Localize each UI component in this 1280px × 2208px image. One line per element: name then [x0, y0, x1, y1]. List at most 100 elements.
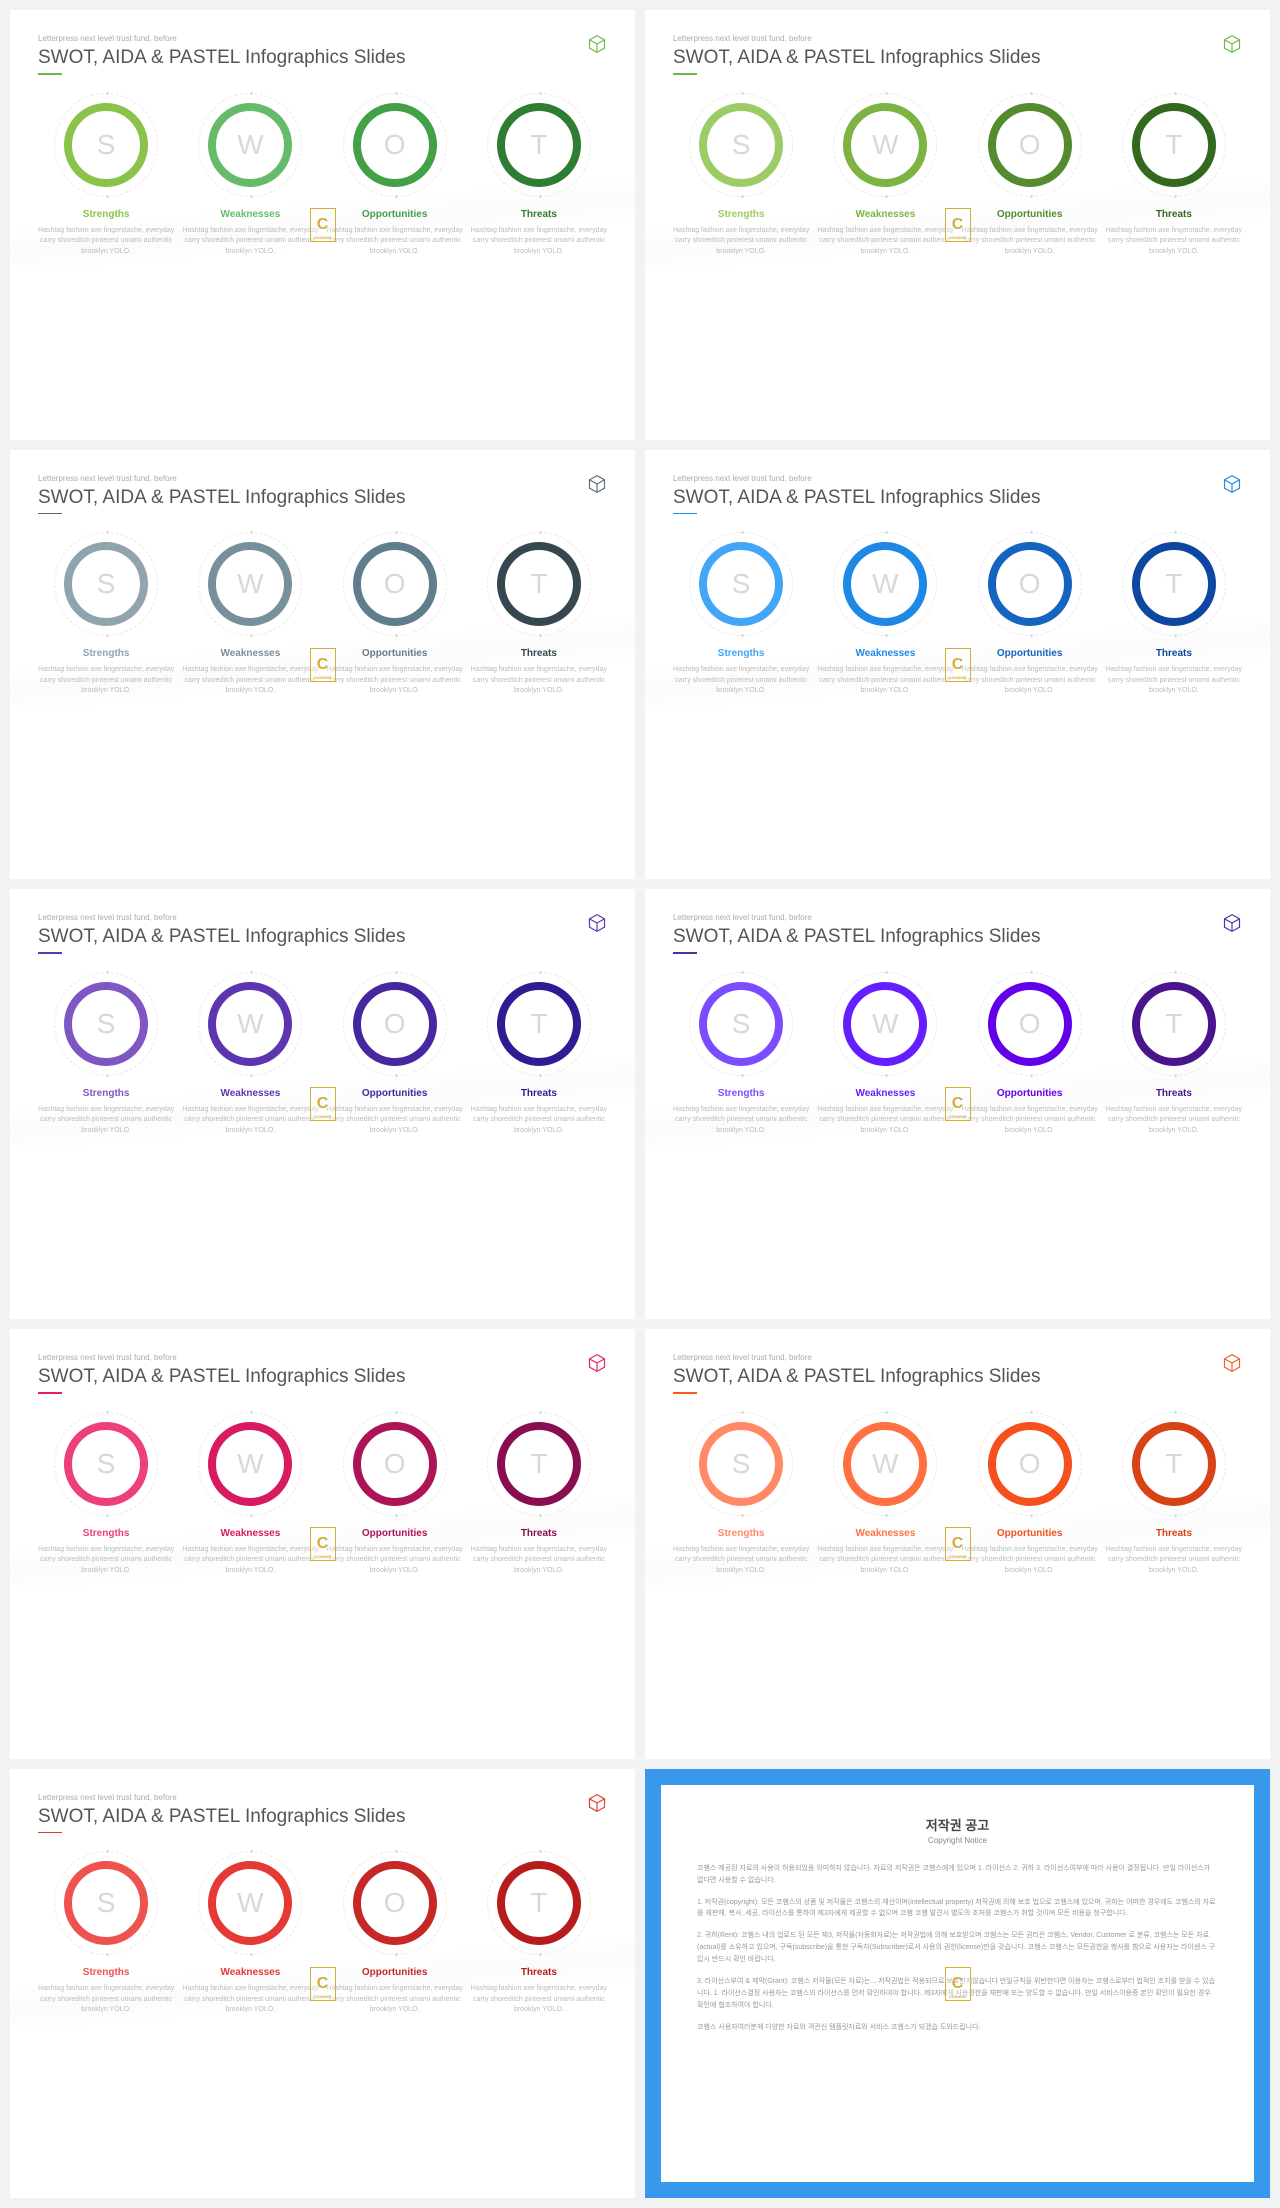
swot-label: Opportunities	[327, 648, 463, 659]
swot-item: T Threats Hashtag fashion axe fingerstac…	[1106, 99, 1242, 258]
swot-label: Strengths	[673, 209, 809, 220]
copyright-slide: 저작권 공고 Copyright Notice 코햄스 제공된 자료의 사용이 …	[645, 1769, 1270, 2199]
swot-desc: Hashtag fashion axe fingerstache, everyd…	[471, 1105, 607, 1137]
swot-item: S Strengths Hashtag fashion axe fingerst…	[38, 978, 174, 1137]
swot-desc: Hashtag fashion axe fingerstache, everyd…	[817, 226, 953, 258]
swot-letter: W	[872, 1008, 898, 1040]
swot-letter: S	[732, 129, 751, 161]
swot-item: W Weaknesses Hashtag fashion axe fingers…	[182, 978, 318, 1137]
ring-container: W	[204, 1857, 296, 1949]
swot-label: Weaknesses	[182, 1967, 318, 1978]
notice-paragraph: 코햄스 제공된 자료의 사용이 허용되었음 의미하지 않습니다. 자료의 저작권…	[697, 1863, 1218, 1887]
watermark: CCOHAMS	[945, 648, 971, 682]
ring-container: T	[493, 538, 585, 630]
swot-desc: Hashtag fashion axe fingerstache, everyd…	[182, 226, 318, 258]
ring-circle: O	[353, 982, 437, 1066]
swot-desc: Hashtag fashion axe fingerstache, everyd…	[817, 665, 953, 697]
notice-body: 코햄스 제공된 자료의 사용이 허용되었음 의미하지 않습니다. 자료의 저작권…	[697, 1863, 1218, 2034]
swot-slide: Letterpress next level trust fund, befor…	[645, 1329, 1270, 1759]
swot-letter: S	[97, 1008, 116, 1040]
ring-circle: W	[208, 103, 292, 187]
swot-desc: Hashtag fashion axe fingerstache, everyd…	[471, 226, 607, 258]
ring-circle: S	[64, 982, 148, 1066]
swot-letter: S	[97, 1448, 116, 1480]
swot-item: S Strengths Hashtag fashion axe fingerst…	[673, 1418, 809, 1577]
swot-desc: Hashtag fashion axe fingerstache, everyd…	[673, 1105, 809, 1137]
swot-label: Threats	[1106, 1528, 1242, 1539]
swot-item: O Opportunities Hashtag fashion axe fing…	[327, 1857, 463, 2016]
ring-circle: T	[497, 982, 581, 1066]
ring-container: O	[984, 538, 1076, 630]
swot-item: S Strengths Hashtag fashion axe fingerst…	[673, 978, 809, 1137]
slide-kicker: Letterpress next level trust fund, befor…	[38, 34, 607, 43]
swot-slide: Letterpress next level trust fund, befor…	[10, 889, 635, 1319]
swot-letter: O	[384, 1008, 406, 1040]
swot-item: T Threats Hashtag fashion axe fingerstac…	[471, 99, 607, 258]
swot-desc: Hashtag fashion axe fingerstache, everyd…	[471, 1545, 607, 1577]
swot-item: S Strengths Hashtag fashion axe fingerst…	[38, 1418, 174, 1577]
swot-label: Strengths	[673, 1088, 809, 1099]
ring-circle: O	[353, 1422, 437, 1506]
watermark: CCOHAMS	[945, 1527, 971, 1561]
title-underline	[38, 952, 62, 954]
swot-label: Strengths	[673, 648, 809, 659]
swot-letter: O	[1019, 129, 1041, 161]
swot-desc: Hashtag fashion axe fingerstache, everyd…	[962, 1545, 1098, 1577]
swot-label: Threats	[471, 1528, 607, 1539]
swot-label: Threats	[471, 648, 607, 659]
ring-container: T	[493, 99, 585, 191]
title-underline	[673, 513, 697, 515]
swot-label: Strengths	[673, 1528, 809, 1539]
swot-item: O Opportunities Hashtag fashion axe fing…	[327, 99, 463, 258]
swot-label: Weaknesses	[817, 1088, 953, 1099]
ring-container: O	[349, 1418, 441, 1510]
swot-label: Weaknesses	[182, 1088, 318, 1099]
swot-label: Strengths	[38, 1967, 174, 1978]
ring-container: W	[839, 1418, 931, 1510]
ring-circle: O	[353, 103, 437, 187]
swot-item: W Weaknesses Hashtag fashion axe fingers…	[817, 538, 953, 697]
swot-label: Strengths	[38, 1528, 174, 1539]
ring-container: S	[60, 538, 152, 630]
ring-circle: T	[497, 1861, 581, 1945]
title-underline	[38, 1392, 62, 1394]
ring-circle: T	[497, 542, 581, 626]
swot-item: O Opportunities Hashtag fashion axe fing…	[327, 538, 463, 697]
swot-letter: W	[237, 1008, 263, 1040]
slide-title: SWOT, AIDA & PASTEL Infographics Slides	[38, 1806, 607, 1828]
ring-circle: S	[699, 103, 783, 187]
slide-kicker: Letterpress next level trust fund, befor…	[673, 1353, 1242, 1362]
ring-container: T	[493, 1857, 585, 1949]
ring-circle: S	[699, 982, 783, 1066]
notice-title-en: Copyright Notice	[697, 1836, 1218, 1845]
ring-circle: O	[988, 982, 1072, 1066]
swot-letter: T	[530, 129, 547, 161]
swot-letter: S	[97, 129, 116, 161]
ring-container: S	[695, 99, 787, 191]
swot-item: O Opportunities Hashtag fashion axe fing…	[962, 978, 1098, 1137]
title-underline	[673, 1392, 697, 1394]
swot-label: Opportunities	[327, 1088, 463, 1099]
swot-label: Weaknesses	[182, 1528, 318, 1539]
ring-container: S	[695, 1418, 787, 1510]
slide-kicker: Letterpress next level trust fund, befor…	[673, 913, 1242, 922]
slide-kicker: Letterpress next level trust fund, befor…	[38, 474, 607, 483]
ring-circle: O	[988, 103, 1072, 187]
swot-label: Threats	[1106, 1088, 1242, 1099]
swot-letter: T	[530, 1008, 547, 1040]
swot-label: Threats	[471, 1967, 607, 1978]
ring-container: O	[349, 1857, 441, 1949]
swot-slide: Letterpress next level trust fund, befor…	[10, 1769, 635, 2199]
swot-letter: W	[872, 129, 898, 161]
ring-circle: O	[988, 1422, 1072, 1506]
ring-container: T	[1128, 538, 1220, 630]
swot-desc: Hashtag fashion axe fingerstache, everyd…	[673, 1545, 809, 1577]
slide-title: SWOT, AIDA & PASTEL Infographics Slides	[38, 487, 607, 509]
ring-container: T	[1128, 978, 1220, 1070]
swot-item: T Threats Hashtag fashion axe fingerstac…	[471, 978, 607, 1137]
watermark: CCOHAMS	[310, 1527, 336, 1561]
swot-desc: Hashtag fashion axe fingerstache, everyd…	[962, 1105, 1098, 1137]
swot-item: O Opportunities Hashtag fashion axe fing…	[962, 1418, 1098, 1577]
swot-item: T Threats Hashtag fashion axe fingerstac…	[471, 1857, 607, 2016]
swot-letter: T	[530, 1448, 547, 1480]
